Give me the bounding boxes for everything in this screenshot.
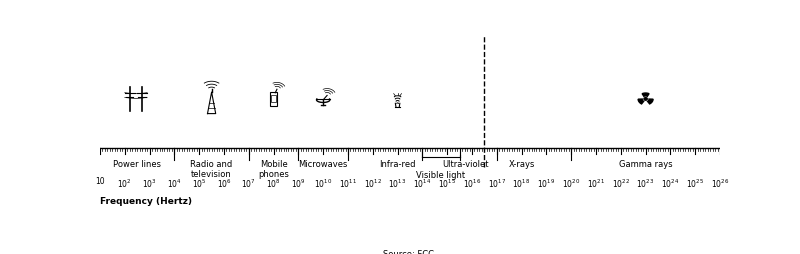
Text: $10^{2}$: $10^{2}$ — [118, 177, 132, 189]
Text: Microwaves: Microwaves — [298, 160, 348, 169]
Bar — [270, 92, 277, 106]
Circle shape — [644, 98, 647, 100]
Text: $10^{15}$: $10^{15}$ — [438, 177, 456, 189]
Text: Gamma rays: Gamma rays — [618, 160, 673, 169]
Text: $10^{11}$: $10^{11}$ — [339, 177, 357, 189]
Polygon shape — [638, 99, 644, 104]
Text: $10^{24}$: $10^{24}$ — [662, 177, 679, 189]
Text: $10^{10}$: $10^{10}$ — [314, 177, 332, 189]
Text: X-rays: X-rays — [509, 160, 534, 169]
Text: Visible light: Visible light — [417, 171, 466, 180]
Circle shape — [643, 97, 648, 101]
Text: 10: 10 — [95, 177, 105, 186]
Text: $10^{9}$: $10^{9}$ — [291, 177, 306, 189]
Text: $10^{22}$: $10^{22}$ — [612, 177, 630, 189]
Text: $10^{6}$: $10^{6}$ — [217, 177, 231, 189]
Bar — [271, 94, 276, 102]
Text: $10^{21}$: $10^{21}$ — [587, 177, 605, 189]
Text: $10^{16}$: $10^{16}$ — [463, 177, 481, 189]
Text: $10^{23}$: $10^{23}$ — [637, 177, 654, 189]
Text: $10^{3}$: $10^{3}$ — [142, 177, 157, 189]
Text: Infra-red: Infra-red — [379, 160, 416, 169]
Text: $10^{12}$: $10^{12}$ — [364, 177, 382, 189]
Text: Ultra-violet: Ultra-violet — [442, 160, 489, 169]
Text: $10^{5}$: $10^{5}$ — [192, 177, 206, 189]
Text: $10^{4}$: $10^{4}$ — [167, 177, 182, 189]
Text: Power lines: Power lines — [114, 160, 161, 169]
Text: $10^{14}$: $10^{14}$ — [414, 177, 431, 189]
Text: $10^{7}$: $10^{7}$ — [242, 177, 256, 189]
Text: $10^{17}$: $10^{17}$ — [488, 177, 506, 189]
Text: Radio and
television: Radio and television — [190, 160, 233, 179]
Text: $10^{13}$: $10^{13}$ — [389, 177, 406, 189]
Text: Frequency (Hertz): Frequency (Hertz) — [100, 197, 192, 206]
Circle shape — [644, 98, 647, 100]
Text: $10^{19}$: $10^{19}$ — [538, 177, 555, 189]
Text: $10^{8}$: $10^{8}$ — [266, 177, 281, 189]
Polygon shape — [642, 93, 649, 97]
Polygon shape — [647, 99, 653, 104]
Text: $10^{18}$: $10^{18}$ — [513, 177, 530, 189]
Text: Source: FCC.: Source: FCC. — [383, 249, 437, 254]
Text: $10^{25}$: $10^{25}$ — [686, 177, 704, 189]
Text: $10^{20}$: $10^{20}$ — [562, 177, 580, 189]
Text: Mobile
phones: Mobile phones — [258, 160, 289, 179]
Text: $10^{26}$: $10^{26}$ — [711, 177, 729, 189]
